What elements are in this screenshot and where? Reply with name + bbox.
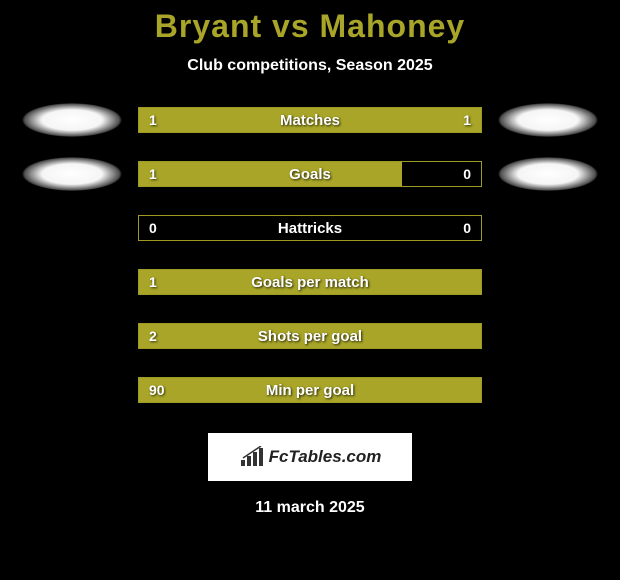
stat-row: 1 1 Matches [0, 103, 620, 137]
comparison-widget: Bryant vs Mahoney Club competitions, Sea… [0, 0, 620, 517]
stat-bar: 1 0 Goals [138, 161, 482, 187]
left-value: 0 [149, 220, 157, 236]
bar-label: Hattricks [278, 220, 342, 237]
stat-bar: 90 Min per goal [138, 377, 482, 403]
bar-label: Goals [289, 166, 331, 183]
stat-row: 90 Min per goal [0, 373, 620, 407]
left-value: 90 [149, 382, 165, 398]
left-value: 2 [149, 328, 157, 344]
right-value: 0 [463, 166, 471, 182]
bar-label: Matches [280, 112, 340, 129]
stat-bar: 0 0 Hattricks [138, 215, 482, 241]
stat-bar: 2 Shots per goal [138, 323, 482, 349]
subtitle: Club competitions, Season 2025 [0, 57, 620, 75]
bar-fill-left [139, 162, 402, 186]
logo-text: FcTables.com [269, 447, 382, 467]
stat-row: 1 0 Goals [0, 157, 620, 191]
stat-bar: 1 1 Matches [138, 107, 482, 133]
title: Bryant vs Mahoney [0, 8, 620, 45]
player-photo-left [22, 157, 122, 191]
stat-row: 1 Goals per match [0, 265, 620, 299]
left-value: 1 [149, 166, 157, 182]
logo-box[interactable]: FcTables.com [208, 433, 412, 481]
bar-label: Shots per goal [258, 328, 362, 345]
left-value: 1 [149, 274, 157, 290]
left-value: 1 [149, 112, 157, 128]
right-value: 1 [463, 112, 471, 128]
stat-bar: 1 Goals per match [138, 269, 482, 295]
date-text: 11 march 2025 [0, 499, 620, 517]
stat-rows: 1 1 Matches 1 0 Goals 0 0 Hattricks 1 Goals per ma… [0, 103, 620, 407]
bar-label: Min per goal [266, 382, 354, 399]
stat-row: 0 0 Hattricks [0, 211, 620, 245]
stat-row: 2 Shots per goal [0, 319, 620, 353]
chart-icon [239, 446, 265, 468]
right-value: 0 [463, 220, 471, 236]
player-photo-right [498, 157, 598, 191]
player-photo-right [498, 103, 598, 137]
player-photo-left [22, 103, 122, 137]
bar-label: Goals per match [251, 274, 369, 291]
